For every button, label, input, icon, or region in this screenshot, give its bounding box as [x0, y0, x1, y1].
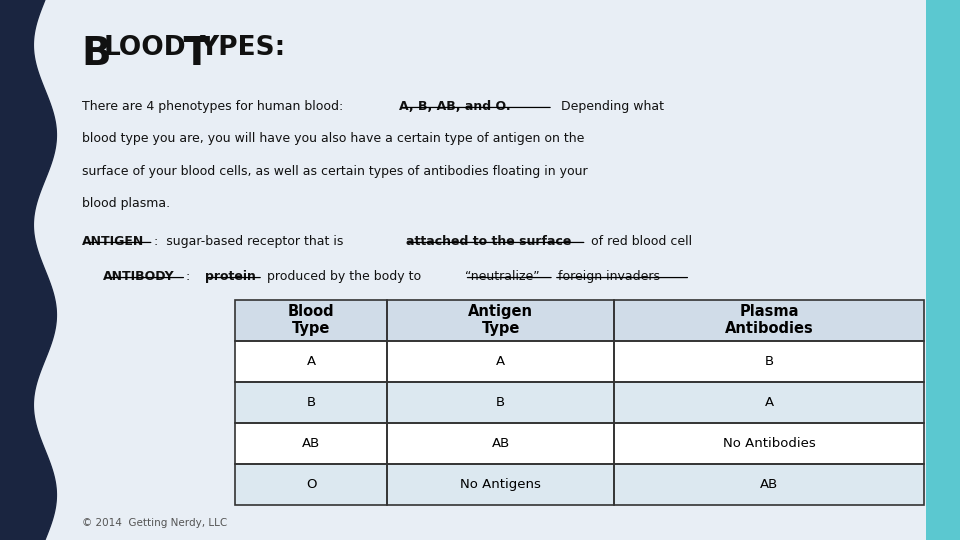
Bar [235, 341, 387, 382]
Bar [235, 382, 924, 423]
Text: ANTIGEN: ANTIGEN [82, 235, 144, 248]
Bar [387, 382, 614, 423]
Bar [235, 464, 924, 505]
Bar [235, 464, 387, 505]
Text: No Antibodies: No Antibodies [723, 437, 816, 450]
Text: A: A [306, 355, 316, 368]
Bar [614, 423, 924, 464]
Text: AB: AB [760, 478, 779, 491]
Bar [614, 341, 924, 382]
Text: B: B [306, 396, 316, 409]
Text: foreign invaders: foreign invaders [554, 270, 660, 283]
Bar [387, 300, 614, 341]
Bar [235, 341, 924, 382]
Text: blood plasma.: blood plasma. [82, 197, 170, 210]
Text: T: T [170, 35, 210, 73]
Text: B: B [496, 396, 505, 409]
Text: Blood
Type: Blood Type [288, 304, 334, 336]
Bar [926, 0, 960, 540]
Text: attached to the surface: attached to the surface [406, 235, 571, 248]
Bar [387, 464, 614, 505]
Bar [614, 382, 924, 423]
Bar [387, 341, 614, 382]
Bar [387, 423, 614, 464]
Text: AB: AB [301, 437, 320, 450]
Bar [235, 300, 924, 341]
Bar [235, 382, 387, 423]
Text: YPES:: YPES: [200, 35, 286, 61]
Text: :: : [186, 270, 199, 283]
Text: ANTIBODY: ANTIBODY [103, 270, 175, 283]
Text: B: B [765, 355, 774, 368]
Text: A: A [496, 355, 505, 368]
Text: There are 4 phenotypes for human blood:: There are 4 phenotypes for human blood: [82, 100, 350, 113]
Text: :  sugar-based receptor that is: : sugar-based receptor that is [154, 235, 347, 248]
Text: of red blood cell: of red blood cell [587, 235, 692, 248]
Text: surface of your blood cells, as well as certain types of antibodies floating in : surface of your blood cells, as well as … [82, 165, 588, 178]
Text: A: A [765, 396, 774, 409]
Text: protein: protein [205, 270, 256, 283]
Text: produced by the body to: produced by the body to [263, 270, 425, 283]
Text: “neutralize”: “neutralize” [465, 270, 540, 283]
Text: blood type you are, you will have you also have a certain type of antigen on the: blood type you are, you will have you al… [82, 132, 584, 145]
Text: No Antigens: No Antigens [460, 478, 541, 491]
Text: Antigen
Type: Antigen Type [468, 304, 533, 336]
Text: A, B, AB, and O.: A, B, AB, and O. [399, 100, 511, 113]
Text: LOOD: LOOD [104, 35, 186, 61]
Bar [235, 423, 924, 464]
Text: AB: AB [492, 437, 510, 450]
Bar [614, 300, 924, 341]
Bar [235, 300, 387, 341]
Text: Depending what: Depending what [553, 100, 664, 113]
Text: B: B [82, 35, 111, 73]
Text: O: O [306, 478, 316, 491]
Bar [614, 464, 924, 505]
Bar [235, 423, 387, 464]
Text: © 2014  Getting Nerdy, LLC: © 2014 Getting Nerdy, LLC [82, 518, 227, 528]
Text: Plasma
Antibodies: Plasma Antibodies [725, 304, 814, 336]
